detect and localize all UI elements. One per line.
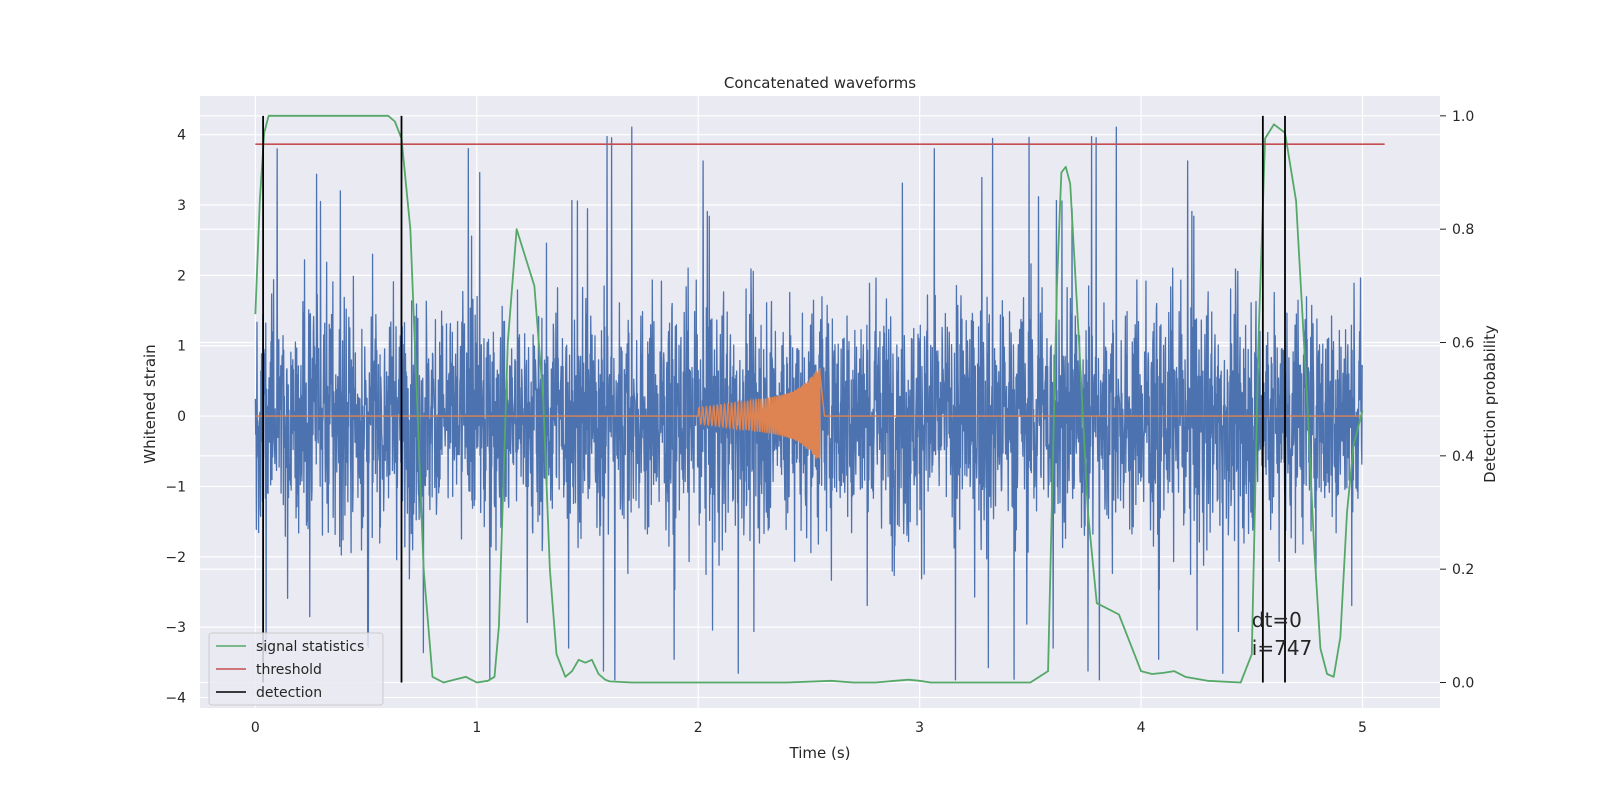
y-tick-label: −3	[165, 620, 186, 636]
y-tick-label: 0	[177, 409, 186, 425]
y-tick-label: −4	[165, 690, 186, 706]
annotation-index: i=747	[1252, 636, 1313, 660]
legend-label-detection: detection	[256, 685, 322, 701]
y-axis-label: Whitened strain	[141, 344, 159, 463]
data-layer	[254, 114, 1385, 684]
signal-statistics-line	[254, 114, 1364, 684]
legend: signal statistics threshold detection	[208, 632, 384, 706]
y-tick-label: 4	[177, 128, 186, 144]
x-tick-label: 5	[1358, 720, 1367, 736]
y-tick-label: −2	[165, 550, 186, 566]
y2-axis-label: Detection probability	[1481, 325, 1499, 483]
y-tick-label: 1	[177, 339, 186, 355]
x-tick-label: 2	[694, 720, 703, 736]
x-tick-label: 1	[472, 720, 481, 736]
y2-tick-label: 0.8	[1452, 222, 1474, 238]
annotation-dt: dt=0	[1252, 608, 1302, 632]
x-tick-label: 0	[251, 720, 260, 736]
y2-tick-label: 1.0	[1452, 109, 1474, 125]
legend-box	[208, 632, 384, 706]
axes: 0 1 2 3 4 5 −4 −3 −2 −1 0 1 2 3 4 0.0 0.2 0.4 0.6 0.8 1.0	[165, 109, 1474, 736]
chart-title: Concatenated waveforms	[724, 74, 916, 92]
x-tick-label: 3	[915, 720, 924, 736]
chirp-series-line	[255, 368, 1363, 459]
y2-tick-label: 0.2	[1452, 562, 1474, 578]
y2-tick-label: 0.4	[1452, 449, 1474, 465]
y-tick-label: −1	[165, 479, 186, 495]
legend-label-signal: signal statistics	[256, 639, 364, 655]
y-tick-label: 3	[177, 198, 186, 214]
y2-tick-label: 0.0	[1452, 676, 1474, 692]
x-axis-label: Time (s)	[789, 744, 851, 762]
annotations: dt=0 i=747	[1252, 608, 1313, 660]
y-tick-label: 2	[177, 268, 186, 284]
legend-label-threshold: threshold	[256, 662, 322, 678]
y2-tick-label: 0.6	[1452, 336, 1474, 352]
x-tick-label: 4	[1137, 720, 1146, 736]
